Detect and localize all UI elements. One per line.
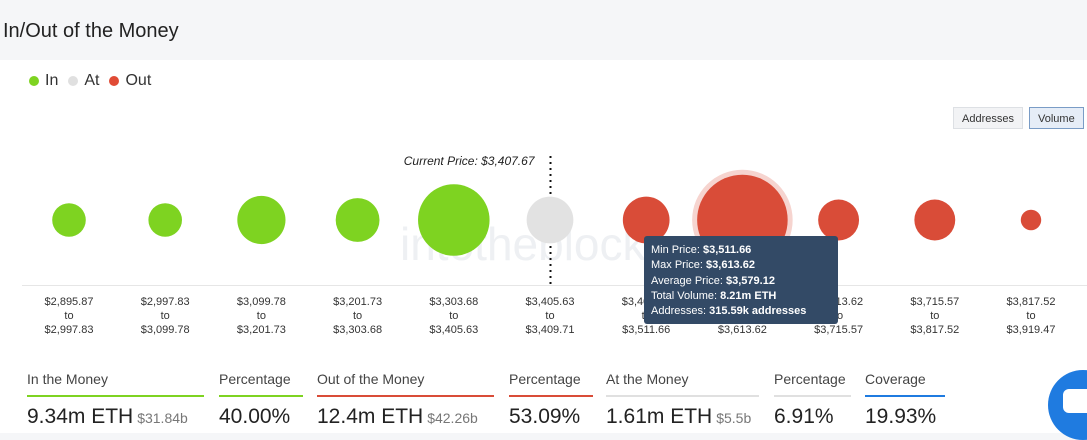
stat-at-label: At the Money — [606, 368, 759, 397]
legend: In At Out — [29, 72, 161, 90]
bubble-out-8 — [818, 199, 860, 241]
stat-in-usd: $31.84b — [137, 410, 188, 426]
stat-in-value: 9.34m ETH — [27, 405, 134, 428]
stat-in-the-money: In the Money 9.34m ETH $31.84b — [27, 368, 204, 429]
legend-label-at: At — [84, 72, 100, 89]
bubble-out-6 — [622, 196, 670, 244]
stat-at-pct-label: Percentage — [774, 368, 851, 397]
legend-dot-out-icon — [109, 76, 120, 86]
stat-out-pct-label: Percentage — [509, 368, 593, 397]
tick-label-from: $3,405.63 — [526, 296, 575, 308]
addresses-toggle-button[interactable]: Addresses — [953, 107, 1023, 129]
legend-item-out[interactable]: Out — [109, 72, 151, 90]
tick-label-from: $3,099.78 — [237, 296, 286, 308]
tooltip-avg-price: $3,579.12 — [726, 274, 775, 287]
tooltip-avg-price-label: Average Price: — [651, 274, 723, 287]
bubble-in-0 — [52, 203, 86, 237]
stat-out-percentage: Percentage 53.09% — [509, 368, 593, 429]
tick-label-to: $3,919.47 — [1007, 324, 1056, 336]
tick-label-to: $3,613.62 — [718, 324, 767, 336]
stat-in-value-row: 9.34m ETH $31.84b — [27, 405, 204, 429]
stat-coverage-label: Coverage — [865, 368, 945, 397]
tick-label-to: $3,817.52 — [910, 324, 959, 336]
bubble-in-2 — [237, 195, 286, 245]
bubble-in-4 — [418, 184, 490, 256]
tooltip-max-price: $3,613.62 — [706, 259, 755, 272]
stat-at-value-row: 1.61m ETH $5.5b — [606, 405, 759, 429]
tick-label-joiner: to — [257, 310, 266, 322]
stat-at-usd: $5.5b — [716, 410, 752, 426]
volume-toggle-button[interactable]: Volume — [1029, 107, 1084, 129]
stat-at-value: 1.61m ETH — [606, 405, 713, 428]
tick-label-to: $2,997.83 — [45, 324, 94, 336]
tooltip-max-price-label: Max Price: — [651, 259, 703, 272]
title-bar: In/Out of the Money — [0, 0, 1087, 60]
current-price-label: Current Price: $3,407.67 — [404, 154, 536, 168]
tick-label-joiner: to — [1026, 310, 1035, 322]
stat-out-usd: $42.26b — [427, 410, 478, 426]
tick-label-to: $3,099.78 — [141, 324, 190, 336]
stat-in-pct-value: 40.00% — [219, 405, 291, 428]
tooltip-min-price-label: Min Price: — [651, 244, 700, 256]
page-title: In/Out of the Money — [3, 20, 179, 42]
tick-label-joiner: to — [930, 310, 939, 322]
tick-label-from: $2,895.87 — [45, 296, 94, 308]
stat-at-pct-value: 6.91% — [774, 405, 834, 428]
tick-label-to: $3,303.68 — [333, 324, 382, 336]
tick-label-to: $3,405.63 — [429, 324, 478, 336]
tick-label-from: $3,201.73 — [333, 296, 382, 308]
stats-bar: In the Money 9.34m ETH $31.84b Percentage… — [0, 368, 1087, 433]
chart-panel — [0, 60, 1087, 433]
stat-in-label: In the Money — [27, 368, 204, 397]
tick-label-joiner: to — [161, 310, 170, 322]
bubble-out-10 — [1020, 209, 1042, 231]
stat-coverage-value: 19.93% — [865, 405, 937, 428]
tick-label-joiner: to — [545, 310, 554, 322]
tick-label-joiner: to — [353, 310, 362, 322]
stat-at-percentage: Percentage 6.91% — [774, 368, 851, 429]
stat-out-value: 12.4m ETH — [317, 405, 424, 428]
legend-item-in[interactable]: In — [29, 72, 58, 90]
tick-label-to: $3,715.57 — [814, 324, 863, 336]
legend-label-in: In — [45, 72, 59, 89]
bubble-in-3 — [335, 198, 380, 242]
bubble-at-5 — [526, 196, 574, 244]
tick-label-to: $3,511.66 — [622, 324, 670, 336]
bubble-out-9 — [914, 199, 956, 241]
stat-in-pct-label: Percentage — [219, 368, 303, 397]
tick-label-joiner: to — [834, 310, 843, 322]
bubble-tooltip: Min Price: $3,511.66 Max Price: $3,613.6… — [644, 236, 838, 324]
stat-out-pct-value: 53.09% — [509, 405, 581, 428]
tooltip-min-price: $3,511.66 — [702, 244, 752, 256]
tooltip-addresses-label: Addresses: — [651, 305, 707, 318]
tick-label-from: $3,817.52 — [1007, 296, 1056, 308]
stat-out-of-the-money: Out of the Money 12.4m ETH $42.26b — [317, 368, 494, 429]
tick-label-joiner: to — [64, 310, 73, 322]
tick-label-from: $2,997.83 — [141, 296, 190, 308]
stat-out-label: Out of the Money — [317, 368, 494, 397]
stat-in-percentage: Percentage 40.00% — [219, 368, 303, 429]
tick-label-to: $3,409.71 — [526, 324, 575, 336]
tick-label-from: $3,715.57 — [910, 296, 959, 308]
tooltip-volume-label: Total Volume: — [651, 289, 718, 302]
legend-dot-in-icon — [29, 76, 39, 86]
stat-at-the-money: At the Money 1.61m ETH $5.5b — [606, 368, 759, 429]
legend-item-at[interactable]: At — [68, 72, 99, 90]
chat-bubble-icon — [1063, 389, 1087, 413]
tick-label-to: $3,201.73 — [237, 324, 286, 336]
tick-label-joiner: to — [449, 310, 458, 322]
tooltip-volume: 8.21m ETH — [720, 289, 777, 302]
stat-out-value-row: 12.4m ETH $42.26b — [317, 405, 494, 429]
stat-coverage: Coverage 19.93% — [865, 368, 945, 429]
legend-dot-at-icon — [68, 76, 79, 86]
tick-label-from: $3,303.68 — [429, 296, 478, 308]
bubble-in-1 — [148, 203, 182, 237]
tooltip-addresses: 315.59k addresses — [709, 305, 807, 318]
legend-label-out: Out — [125, 72, 152, 89]
